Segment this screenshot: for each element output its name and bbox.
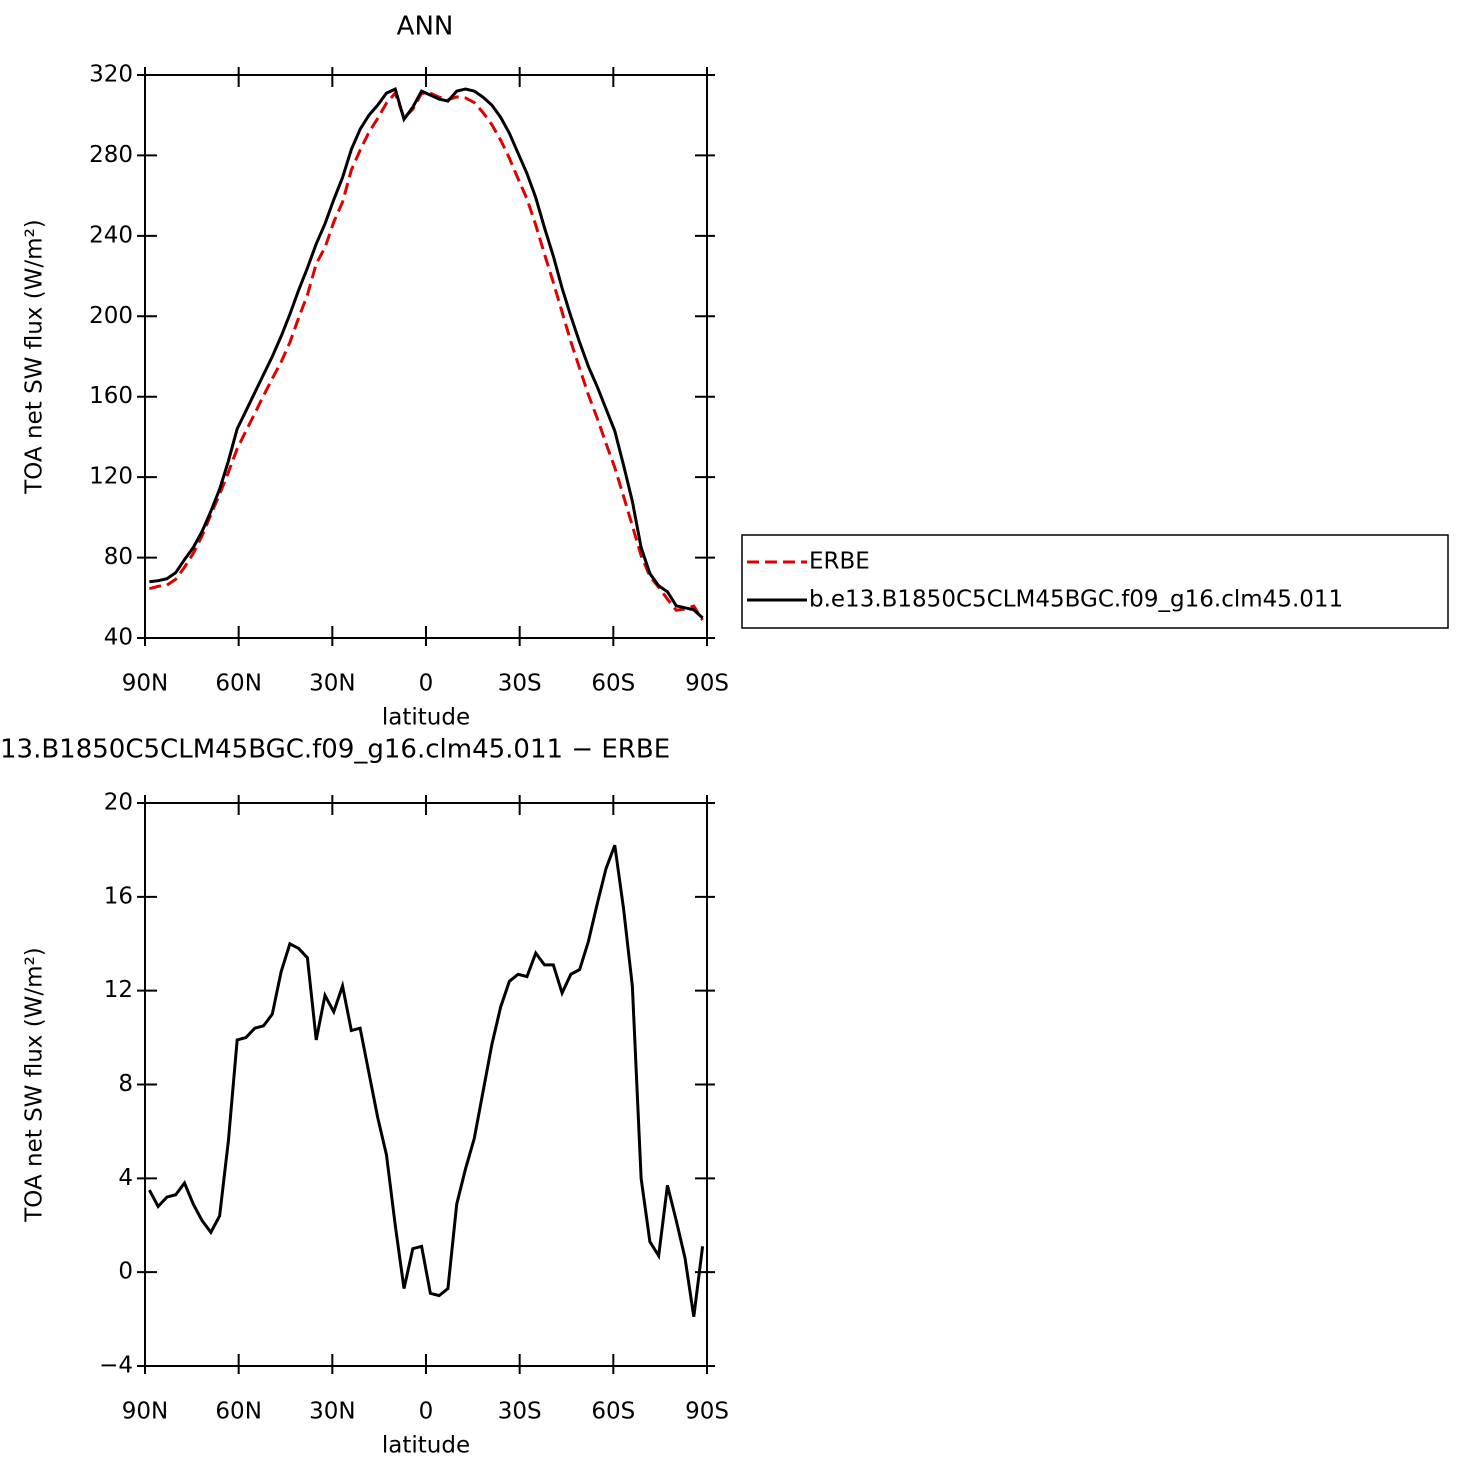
legend-label: ERBE <box>809 549 870 575</box>
x-tick-label: 90S <box>685 671 729 697</box>
x-tick-label: 60N <box>215 1399 261 1425</box>
x-tick-label: 0 <box>419 671 434 697</box>
x-tick-label: 90N <box>122 1399 168 1425</box>
y-tick-label: 200 <box>89 303 133 329</box>
x-tick-label: 60S <box>591 1399 635 1425</box>
x-axis-label: latitude <box>382 705 470 731</box>
x-tick-label: 30S <box>498 671 542 697</box>
x-axis-label: latitude <box>382 1433 470 1459</box>
y-tick-label: 240 <box>89 222 133 248</box>
y-tick-label: 4 <box>118 1165 133 1191</box>
y-tick-label: −4 <box>99 1353 133 1379</box>
x-tick-label: 90N <box>122 671 168 697</box>
x-tick-label: 60N <box>215 671 261 697</box>
x-tick-label: 60S <box>591 671 635 697</box>
y-tick-label: 8 <box>118 1071 133 1097</box>
legend-label: b.e13.B1850C5CLM45BGC.f09_g16.clm45.011 <box>809 587 1343 613</box>
y-tick-label: 320 <box>89 62 133 88</box>
plot-frame <box>144 74 708 639</box>
chart-title: 13.B1850C5CLM45BGC.f09_g16.clm45.011 − E… <box>0 735 670 765</box>
y-tick-label: 16 <box>104 883 133 909</box>
y-tick-label: 80 <box>104 544 133 570</box>
y-tick-label: 12 <box>104 977 133 1003</box>
y-axis-label: TOA net SW flux (W/m²) <box>22 947 48 1223</box>
plot-frame <box>144 802 708 1367</box>
legend-box <box>741 534 1449 629</box>
y-tick-label: 120 <box>89 464 133 490</box>
chart-title: ANN <box>397 12 454 42</box>
x-tick-label: 30S <box>498 1399 542 1425</box>
x-tick-label: 90S <box>685 1399 729 1425</box>
y-tick-label: 160 <box>89 383 133 409</box>
series-line <box>148 844 705 1317</box>
x-tick-label: 0 <box>419 1399 434 1425</box>
y-axis-label: TOA net SW flux (W/m²) <box>22 219 48 495</box>
series-line <box>149 86 704 620</box>
y-tick-label: 40 <box>104 625 133 651</box>
y-tick-label: 280 <box>89 142 133 168</box>
x-tick-label: 30N <box>309 1399 355 1425</box>
x-tick-label: 30N <box>309 671 355 697</box>
y-tick-label: 0 <box>118 1259 133 1285</box>
y-tick-label: 20 <box>104 790 133 816</box>
series-line <box>148 90 704 621</box>
